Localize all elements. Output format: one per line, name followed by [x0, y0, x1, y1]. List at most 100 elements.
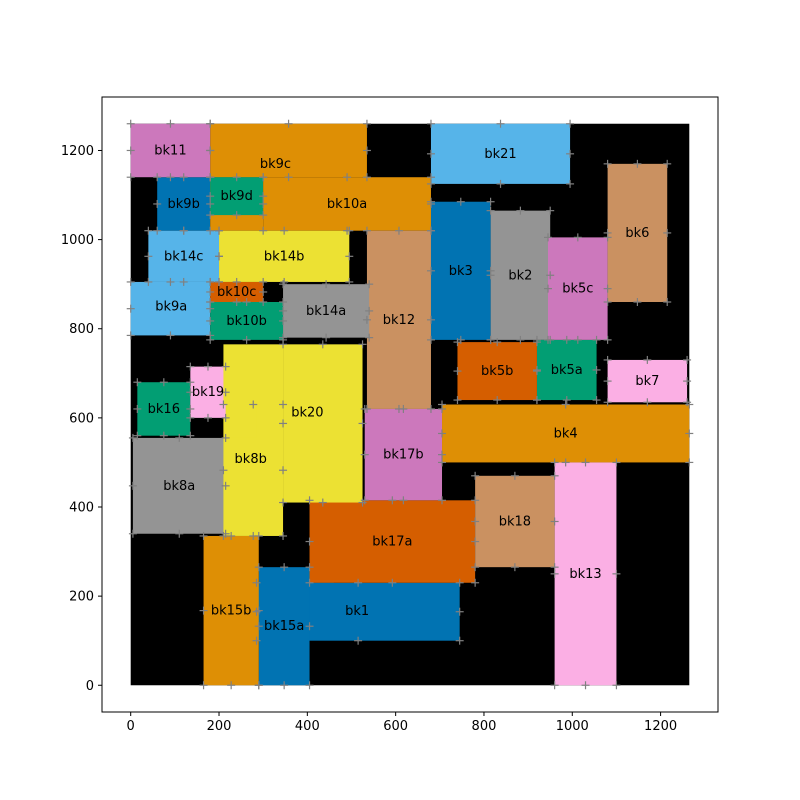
x-tick-label: 0 [127, 719, 135, 734]
pin-marker-bk6 [663, 159, 672, 168]
pin-marker-bk9c [284, 173, 293, 182]
pin-marker-bk9c [362, 146, 371, 155]
pin-marker-bk19 [203, 362, 212, 371]
pin-marker-bk4 [561, 458, 570, 467]
pin-marker-bk10b [279, 298, 288, 306]
pin-marker-bk2 [486, 206, 495, 215]
block-rect-bk6 [607, 163, 668, 302]
pin-marker-bk9c [362, 173, 371, 182]
block-bk14b [219, 230, 350, 282]
pin-marker-bk5a [592, 335, 601, 344]
pin-marker-bk2 [546, 206, 555, 215]
pin-marker-bk15a [254, 622, 263, 631]
pin-marker-bk15a [280, 563, 289, 572]
pin-marker-bk14a [279, 333, 288, 342]
pin-marker-bk21 [566, 149, 575, 158]
pin-marker-bk5a [592, 396, 601, 405]
pin-marker-bk15a [254, 563, 263, 572]
pin-marker-bk14c [215, 277, 224, 286]
pin-marker-bk14a [365, 306, 374, 315]
pin-marker-bk14a [322, 280, 331, 289]
pin-marker-bk15a [280, 681, 289, 690]
x-tick-label: 200 [207, 719, 232, 734]
pin-marker-bk4 [438, 429, 447, 438]
block-rect-bk9a [130, 281, 211, 336]
pin-marker-bk9d [206, 211, 215, 220]
y-tick-label: 800 [69, 322, 94, 337]
pin-marker-bk5c [603, 284, 612, 293]
block-bk10c [210, 281, 264, 302]
pin-marker-bk8a [175, 433, 184, 442]
pin-marker-bk6 [603, 228, 612, 237]
pin-marker-bk17a [305, 496, 314, 505]
block-bk5a [536, 339, 597, 401]
pin-marker-bk19 [221, 388, 230, 397]
pin-marker-bk10c [232, 277, 241, 286]
pin-marker-bk18 [550, 563, 559, 572]
pin-marker-bk19 [186, 388, 195, 397]
block-bk10b [210, 302, 284, 340]
pin-marker-bk9d [259, 192, 268, 201]
pin-marker-bk16 [186, 431, 195, 440]
pin-marker-bk12 [426, 315, 435, 324]
pin-marker-bk15b [254, 531, 263, 540]
pin-marker-bk17a [305, 537, 314, 546]
blocks-layer [130, 123, 690, 686]
pin-marker-bk15a [305, 681, 314, 690]
block-bk14a [283, 284, 370, 338]
pin-marker-bk14c [179, 277, 188, 286]
pin-marker-bk10a [259, 226, 268, 235]
block-bk9d [210, 177, 264, 216]
block-label-bk10a: bk10a [327, 197, 367, 212]
pin-marker-bk5c [573, 233, 582, 242]
pin-marker-bk13 [581, 681, 590, 690]
pin-marker-bk5a [592, 365, 601, 374]
block-bk7 [607, 359, 688, 403]
pin-marker-bk12 [362, 315, 371, 324]
pin-marker-bk14a [365, 333, 374, 342]
x-tick-label: 800 [472, 719, 497, 734]
block-bk3 [430, 201, 491, 340]
pin-marker-bk3 [486, 266, 495, 275]
pin-marker-bk8b [279, 531, 288, 540]
pin-marker-bk17b [360, 450, 369, 459]
block-bk13 [554, 462, 617, 686]
block-label-bk14c: bk14c [164, 249, 203, 264]
block-rect-bk10c [210, 281, 264, 302]
pin-marker-bk14b [345, 226, 354, 235]
block-rect-bk5b [457, 342, 537, 401]
block-label-bk20: bk20 [291, 406, 323, 421]
block-rect-bk20 [223, 344, 284, 405]
pin-marker-bk8b [219, 400, 228, 409]
pin-marker-bk7 [603, 377, 612, 386]
pin-marker-bk16 [133, 404, 142, 413]
pin-marker-bk9b [179, 173, 188, 182]
pin-marker-bk17b [399, 496, 408, 505]
block-rect-bk11 [130, 123, 211, 178]
block-label-bk5b: bk5b [481, 364, 513, 379]
block-label-bk16: bk16 [148, 402, 180, 417]
markers-layer [126, 119, 694, 690]
pin-marker-bk5b [493, 338, 502, 347]
pin-marker-bk21 [496, 119, 505, 128]
pin-marker-bk20 [358, 340, 367, 349]
pin-marker-bk8a [128, 481, 137, 490]
block-rect-bk3 [430, 201, 491, 340]
pin-marker-bk20 [318, 498, 327, 507]
y-tick-label: 600 [69, 411, 94, 426]
pin-marker-bk3 [486, 335, 495, 344]
pin-marker-bk1 [252, 578, 261, 587]
pin-marker-bk14b [345, 277, 354, 286]
block-rect-bk2 [490, 210, 551, 340]
block-rect-bk5c [547, 237, 608, 340]
pin-marker-bk5b [493, 396, 502, 405]
block-label-bk6: bk6 [625, 226, 649, 241]
y-tick-label: 0 [86, 679, 94, 694]
pin-marker-bk9b [153, 173, 162, 182]
pin-marker-bk16 [186, 378, 195, 387]
pin-marker-bk17a [305, 578, 314, 587]
pin-marker-bk6 [663, 228, 672, 237]
pin-marker-bk14c [179, 226, 188, 235]
block-label-bk11: bk11 [154, 143, 186, 158]
pin-marker-bk6 [603, 159, 612, 168]
